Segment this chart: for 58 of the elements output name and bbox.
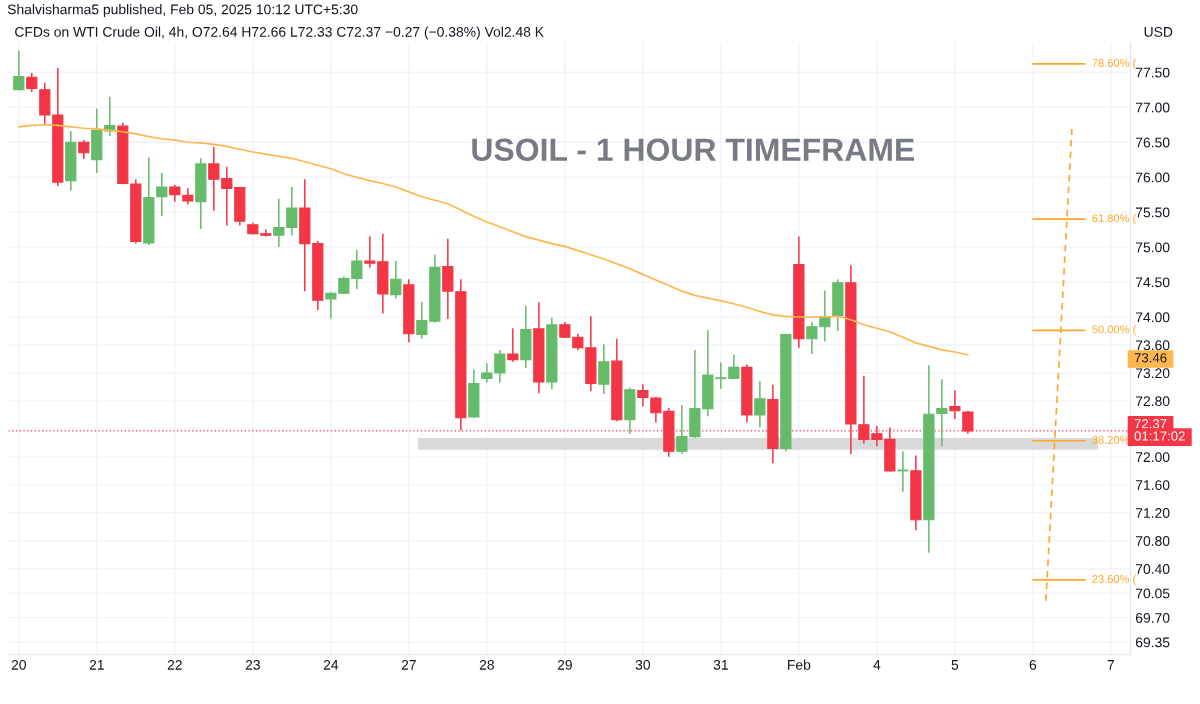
text: USOIL - 1 HOUR TIMEFRAME — [472, 138, 915, 162]
annotation: 23.60% ( — [1092, 574, 1137, 586]
y-tick-label: 76.00 — [1135, 172, 1170, 183]
x-tick-label: 23 — [245, 659, 260, 670]
x-tick-label: 5 — [951, 660, 959, 670]
text: 73.46 — [1134, 353, 1167, 363]
y-tick-label: 70.80 — [1135, 536, 1170, 546]
x-tick-label: 30 — [635, 659, 651, 670]
chart-subtitle: CFDs on WTI Crude Oil, 4h, O72.64 H72.66 L72.33 C72.37 −0.27 (−0.38%) Vol2.48 K — [15, 26, 544, 40]
x-tick-label: 7 — [1107, 660, 1115, 670]
y-tick-label: 72.00 — [1135, 452, 1170, 463]
y-tick-label: 76.50 — [1135, 137, 1170, 148]
y-tick-label: 69.70 — [1135, 613, 1170, 623]
y-tick-label: 77.50 — [1135, 67, 1170, 78]
candlestick — [936, 378, 948, 448]
y-axis-title: USD — [1144, 26, 1173, 37]
y-tick-label: 71.20 — [1135, 508, 1170, 518]
y-tick-label: 74.50 — [1135, 277, 1170, 288]
candlestick — [507, 327, 519, 363]
y-tick-label: 75.00 — [1135, 242, 1170, 253]
annotation: 61.80% ( — [1092, 213, 1137, 225]
text: Shalvisharma5 published, Feb 05, 2025 10:12 UTC+5:30 — [7, 4, 358, 18]
x-tick-label: 22 — [167, 659, 182, 670]
y-tick-label: 69.35 — [1135, 637, 1170, 648]
x-tick-label: 21 — [89, 659, 104, 670]
candlestick — [598, 343, 610, 395]
annotation: 78.60% ( — [1092, 58, 1137, 70]
candlestick — [26, 72, 38, 93]
x-tick-label: 20 — [11, 659, 26, 670]
x-tick-label: 29 — [557, 659, 572, 670]
y-tick-label: 73.20 — [1135, 368, 1170, 379]
ref-line-label: 72.37 — [1134, 419, 1167, 429]
x-tick-label: Feb — [788, 659, 811, 670]
candlestick — [897, 450, 909, 493]
x-tick-label: 28 — [479, 659, 494, 670]
y-tick-label: 72.80 — [1135, 396, 1170, 407]
x-tick-label: 4 — [873, 660, 881, 670]
annotation: 50.00% ( — [1092, 325, 1137, 336]
x-tick-label: 24 — [323, 659, 339, 670]
candlestick — [390, 260, 402, 300]
y-tick-label: 75.50 — [1135, 207, 1170, 218]
annotation: 38.20% — [1092, 435, 1130, 444]
y-tick-label: 73.60 — [1135, 340, 1170, 351]
y-tick-label: 71.60 — [1135, 480, 1170, 490]
x-tick-label: 31 — [713, 659, 728, 670]
candlestick — [78, 139, 90, 160]
candlestick — [949, 389, 961, 420]
y-tick-label: 70.40 — [1135, 564, 1170, 574]
y-tick-label: 70.05 — [1135, 588, 1170, 599]
text: 01:17:02 — [1134, 431, 1185, 441]
x-tick-label: 6 — [1029, 659, 1037, 670]
y-tick-label: 74.00 — [1135, 312, 1170, 323]
candlestick — [754, 380, 766, 429]
y-tick-label: 77.00 — [1135, 102, 1170, 113]
candlestick — [156, 172, 168, 218]
x-tick-label: 27 — [401, 659, 416, 670]
line-series — [17, 123, 969, 356]
candlestick — [13, 49, 25, 92]
